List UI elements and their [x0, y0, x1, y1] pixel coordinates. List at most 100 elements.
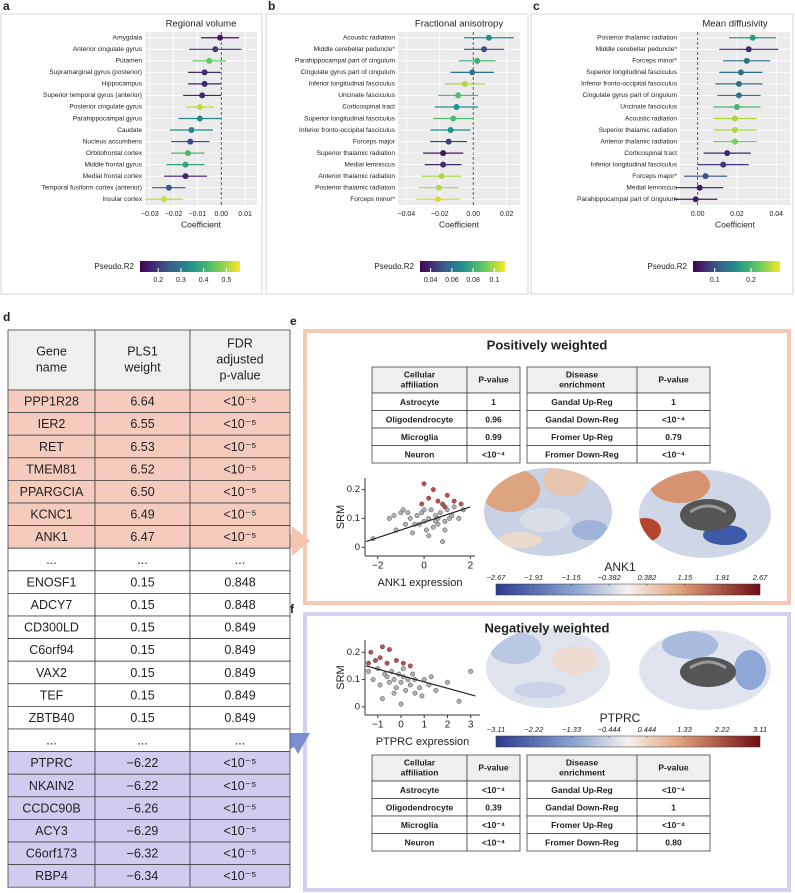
category-label: Anterior thalamic radiation [600, 138, 677, 145]
header-cell [7, 329, 96, 391]
point [196, 115, 203, 122]
cell-text: 6.64 [130, 395, 154, 409]
panel-label: e [290, 314, 297, 328]
colorbar-tick-label: 0.08 [466, 277, 480, 284]
x-tick-label: 0.00 [691, 211, 705, 218]
point [461, 80, 468, 87]
x-tick-label: −0.02 [165, 211, 183, 218]
x-tick-label: 0 [421, 561, 427, 572]
panel-title: Negatively weighted [485, 620, 610, 635]
point [469, 69, 476, 76]
cell-text: <10⁻⁵ [224, 530, 257, 544]
cell-text: <10⁻⁵ [224, 417, 257, 431]
point [421, 507, 427, 513]
cell-text: CCDC90B [22, 801, 80, 815]
category-label: Amygdala [113, 35, 143, 42]
point [485, 34, 492, 41]
panel-frame [530, 13, 794, 295]
category-label: Corticospinal tract [342, 104, 395, 111]
x-axis-label: Coefficient [715, 219, 756, 229]
point [201, 69, 208, 76]
point [451, 498, 457, 504]
point [445, 679, 450, 685]
point [391, 513, 397, 519]
point [187, 138, 194, 145]
cell-text: <10⁻⁴ [482, 450, 505, 460]
category-label: Medial lemniscus [626, 184, 677, 191]
colorbar-tick-label: 0.382 [637, 573, 657, 582]
point [196, 103, 203, 110]
cell-text: −6.34 [127, 869, 159, 883]
point [702, 173, 709, 180]
cell-text: <10⁻⁴ [662, 415, 685, 425]
colorbar-tick-label: 0.2 [153, 277, 163, 284]
cell-text: Neuron [405, 450, 435, 460]
cell-text: ... [137, 553, 147, 567]
colorbar-tick-label: 0.4 [199, 277, 209, 284]
cell-text: 0.849 [224, 666, 255, 680]
point [426, 495, 432, 501]
x-tick-label: 2 [445, 720, 451, 731]
cell-text: ZBTB40 [29, 711, 75, 725]
category-label: Hippocampus [102, 81, 143, 88]
point [732, 138, 738, 145]
header-cell [94, 329, 191, 391]
cell-text: 0.848 [224, 575, 255, 589]
colorbar [140, 261, 240, 272]
category-label: Supramarginal gyrus (posterior) [49, 69, 142, 76]
cell-text: Fromer Down-Reg [545, 838, 619, 848]
point [379, 696, 385, 702]
category-label: Parahippocampal part of cingulum [577, 196, 678, 203]
panel-frame [0, 13, 263, 295]
point [386, 515, 392, 521]
point [182, 161, 189, 168]
panel-label: c [533, 0, 540, 13]
header-text: Cellular [404, 757, 436, 767]
header-text: FDR [227, 336, 253, 350]
cell-text: ACY3 [35, 824, 68, 838]
colorbar-label: Pseudo.R2 [647, 262, 687, 271]
cell-text: 0.849 [224, 711, 255, 725]
category-label: Anterior thalamic radiation [318, 173, 395, 180]
cell-text: Fromer Up-Reg [551, 432, 613, 442]
brain-lateral [486, 628, 610, 708]
category-label: Superior thalamic radiation [599, 127, 678, 134]
header-cell [526, 754, 638, 782]
cell-text: −6.22 [127, 756, 159, 770]
cell-text: PPARGCIA [20, 485, 84, 499]
point [426, 533, 432, 539]
point [407, 515, 413, 521]
x-axis-label: ANK1 expression [378, 577, 463, 589]
x-tick-label: −0.02 [431, 211, 449, 218]
point [435, 196, 442, 203]
cell-text: RBP4 [35, 869, 68, 883]
header-text: Disease [566, 757, 598, 767]
point [437, 510, 443, 516]
table-cell [466, 445, 521, 464]
panel-label: d [3, 310, 10, 324]
header-text: Disease [566, 369, 598, 379]
cell-text: Microglia [401, 432, 439, 442]
panel-label: a [3, 0, 10, 13]
cell-text: Neuron [405, 838, 435, 848]
cell-text: ... [137, 734, 147, 748]
panel-label: f [290, 602, 295, 616]
cell-text: Gandal Down-Reg [545, 415, 618, 425]
header-text: Cellular [404, 369, 436, 379]
category-label: Parahippocampal part of cingulum [295, 58, 396, 65]
y-tick-label: 0.2 [347, 647, 360, 658]
cell-text: RET [39, 440, 64, 454]
table-cell [189, 864, 291, 888]
point [398, 679, 404, 685]
x-tick-label: −0.04 [397, 211, 415, 218]
colorbar-tick-label: 0.3 [176, 277, 186, 284]
cell-text: 0.79 [665, 432, 682, 442]
category-label: Inferior fronto-occipital fasciculus [581, 81, 678, 88]
point [430, 487, 436, 493]
cell-text: C6orf173 [26, 847, 77, 861]
category-label: Superior longitudinal fasciculus [586, 69, 678, 76]
cell-text: <10⁻⁴ [482, 785, 505, 795]
point [393, 685, 399, 691]
brain-label: ANK1 [604, 560, 636, 574]
x-tick-label: −1 [372, 720, 384, 731]
